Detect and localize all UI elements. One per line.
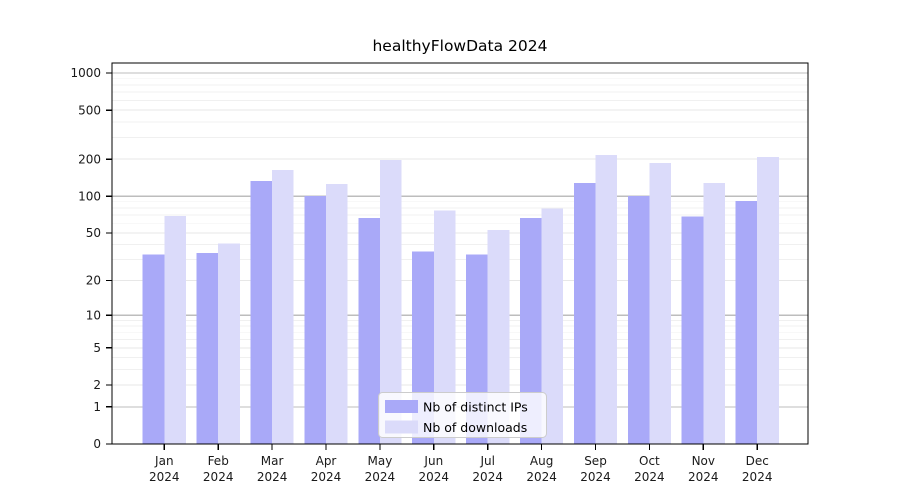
x-tick-label-year: 2024 (742, 470, 773, 484)
bar-sep-distinct-ips (573, 183, 596, 444)
y-tick-label: 10 (86, 308, 101, 322)
bar-jun-downloads (433, 210, 456, 444)
x-tick-label-month: Jan (154, 454, 174, 468)
x-tick-label-year: 2024 (634, 470, 665, 484)
bar-sep-downloads (595, 155, 618, 444)
legend-swatch-downloads (385, 420, 418, 434)
y-tick-label: 1000 (70, 66, 101, 80)
y-tick-label: 100 (78, 189, 101, 203)
legend: Nb of distinct IPs Nb of downloads (378, 392, 547, 438)
bar-jan-downloads (164, 215, 186, 444)
x-tick-label-month: Nov (692, 454, 715, 468)
x-tick-label-year: 2024 (526, 470, 557, 484)
x-tick-label-year: 2024 (580, 470, 611, 484)
bar-dec-distinct-ips (735, 201, 758, 444)
x-tick-label-month: Jul (479, 454, 494, 468)
x-tick-label-month: Feb (208, 454, 229, 468)
legend-box (378, 392, 547, 438)
bar-oct-distinct-ips (627, 196, 650, 444)
y-tick-label: 2 (93, 378, 101, 392)
x-tick-label-year: 2024 (311, 470, 342, 484)
bar-dec-downloads (757, 157, 779, 444)
x-tick-label-month: Sep (584, 454, 607, 468)
legend-label-distinct-ips: Nb of distinct IPs (423, 400, 528, 415)
legend-swatch-distinct-ips (385, 400, 418, 413)
x-tick-label-year: 2024 (472, 470, 503, 484)
legend-label-downloads: Nb of downloads (423, 420, 527, 435)
bar-jul-downloads (487, 229, 510, 444)
axes: 0 1 2 5 10 20 50 100 200 500 1000 Jan 2024 Feb 2024 Mar… (70, 62, 809, 484)
x-tick-label-month: Apr (316, 454, 337, 468)
bar-oct-downloads (649, 163, 671, 444)
bar-apr-distinct-ips (304, 196, 326, 444)
x-tick-label-month: Dec (746, 454, 769, 468)
x-tick-label-month: Aug (530, 454, 553, 468)
x-tick-label-year: 2024 (149, 470, 180, 484)
bar-nov-distinct-ips (681, 216, 704, 444)
x-tick-label-year: 2024 (688, 470, 719, 484)
x-tick-label-month: Jun (423, 454, 443, 468)
x-tick-label-month: May (367, 454, 392, 468)
bar-nov-downloads (703, 183, 725, 444)
x-tick-label-year: 2024 (203, 470, 234, 484)
y-tick-label: 20 (86, 274, 101, 288)
y-tick-label: 50 (86, 226, 101, 240)
x-tick-label-month: Mar (261, 454, 284, 468)
bar-may-distinct-ips (358, 218, 380, 444)
bar-mar-downloads (272, 170, 294, 444)
x-tick-label-year: 2024 (365, 470, 396, 484)
bar-feb-distinct-ips (196, 253, 219, 444)
y-tick-label: 200 (78, 152, 101, 166)
bar-aug-downloads (541, 208, 564, 444)
bar-apr-downloads (326, 183, 348, 444)
bar-jan-distinct-ips (142, 254, 165, 444)
bar-may-downloads (379, 160, 402, 444)
chart-title: healthyFlowData 2024 (372, 37, 547, 55)
y-tick-label: 500 (78, 103, 101, 117)
x-tick-label-year: 2024 (257, 470, 288, 484)
x-tick-label-year: 2024 (419, 470, 450, 484)
bar-aug-distinct-ips (520, 218, 542, 444)
y-tick-label: 5 (93, 341, 101, 355)
y-tick-label: 1 (93, 400, 101, 414)
bar-mar-distinct-ips (250, 181, 273, 444)
plot-border (111, 62, 809, 445)
bar-feb-downloads (218, 243, 240, 444)
y-tick-label: 0 (93, 437, 101, 451)
x-tick-label-month: Oct (639, 454, 660, 468)
